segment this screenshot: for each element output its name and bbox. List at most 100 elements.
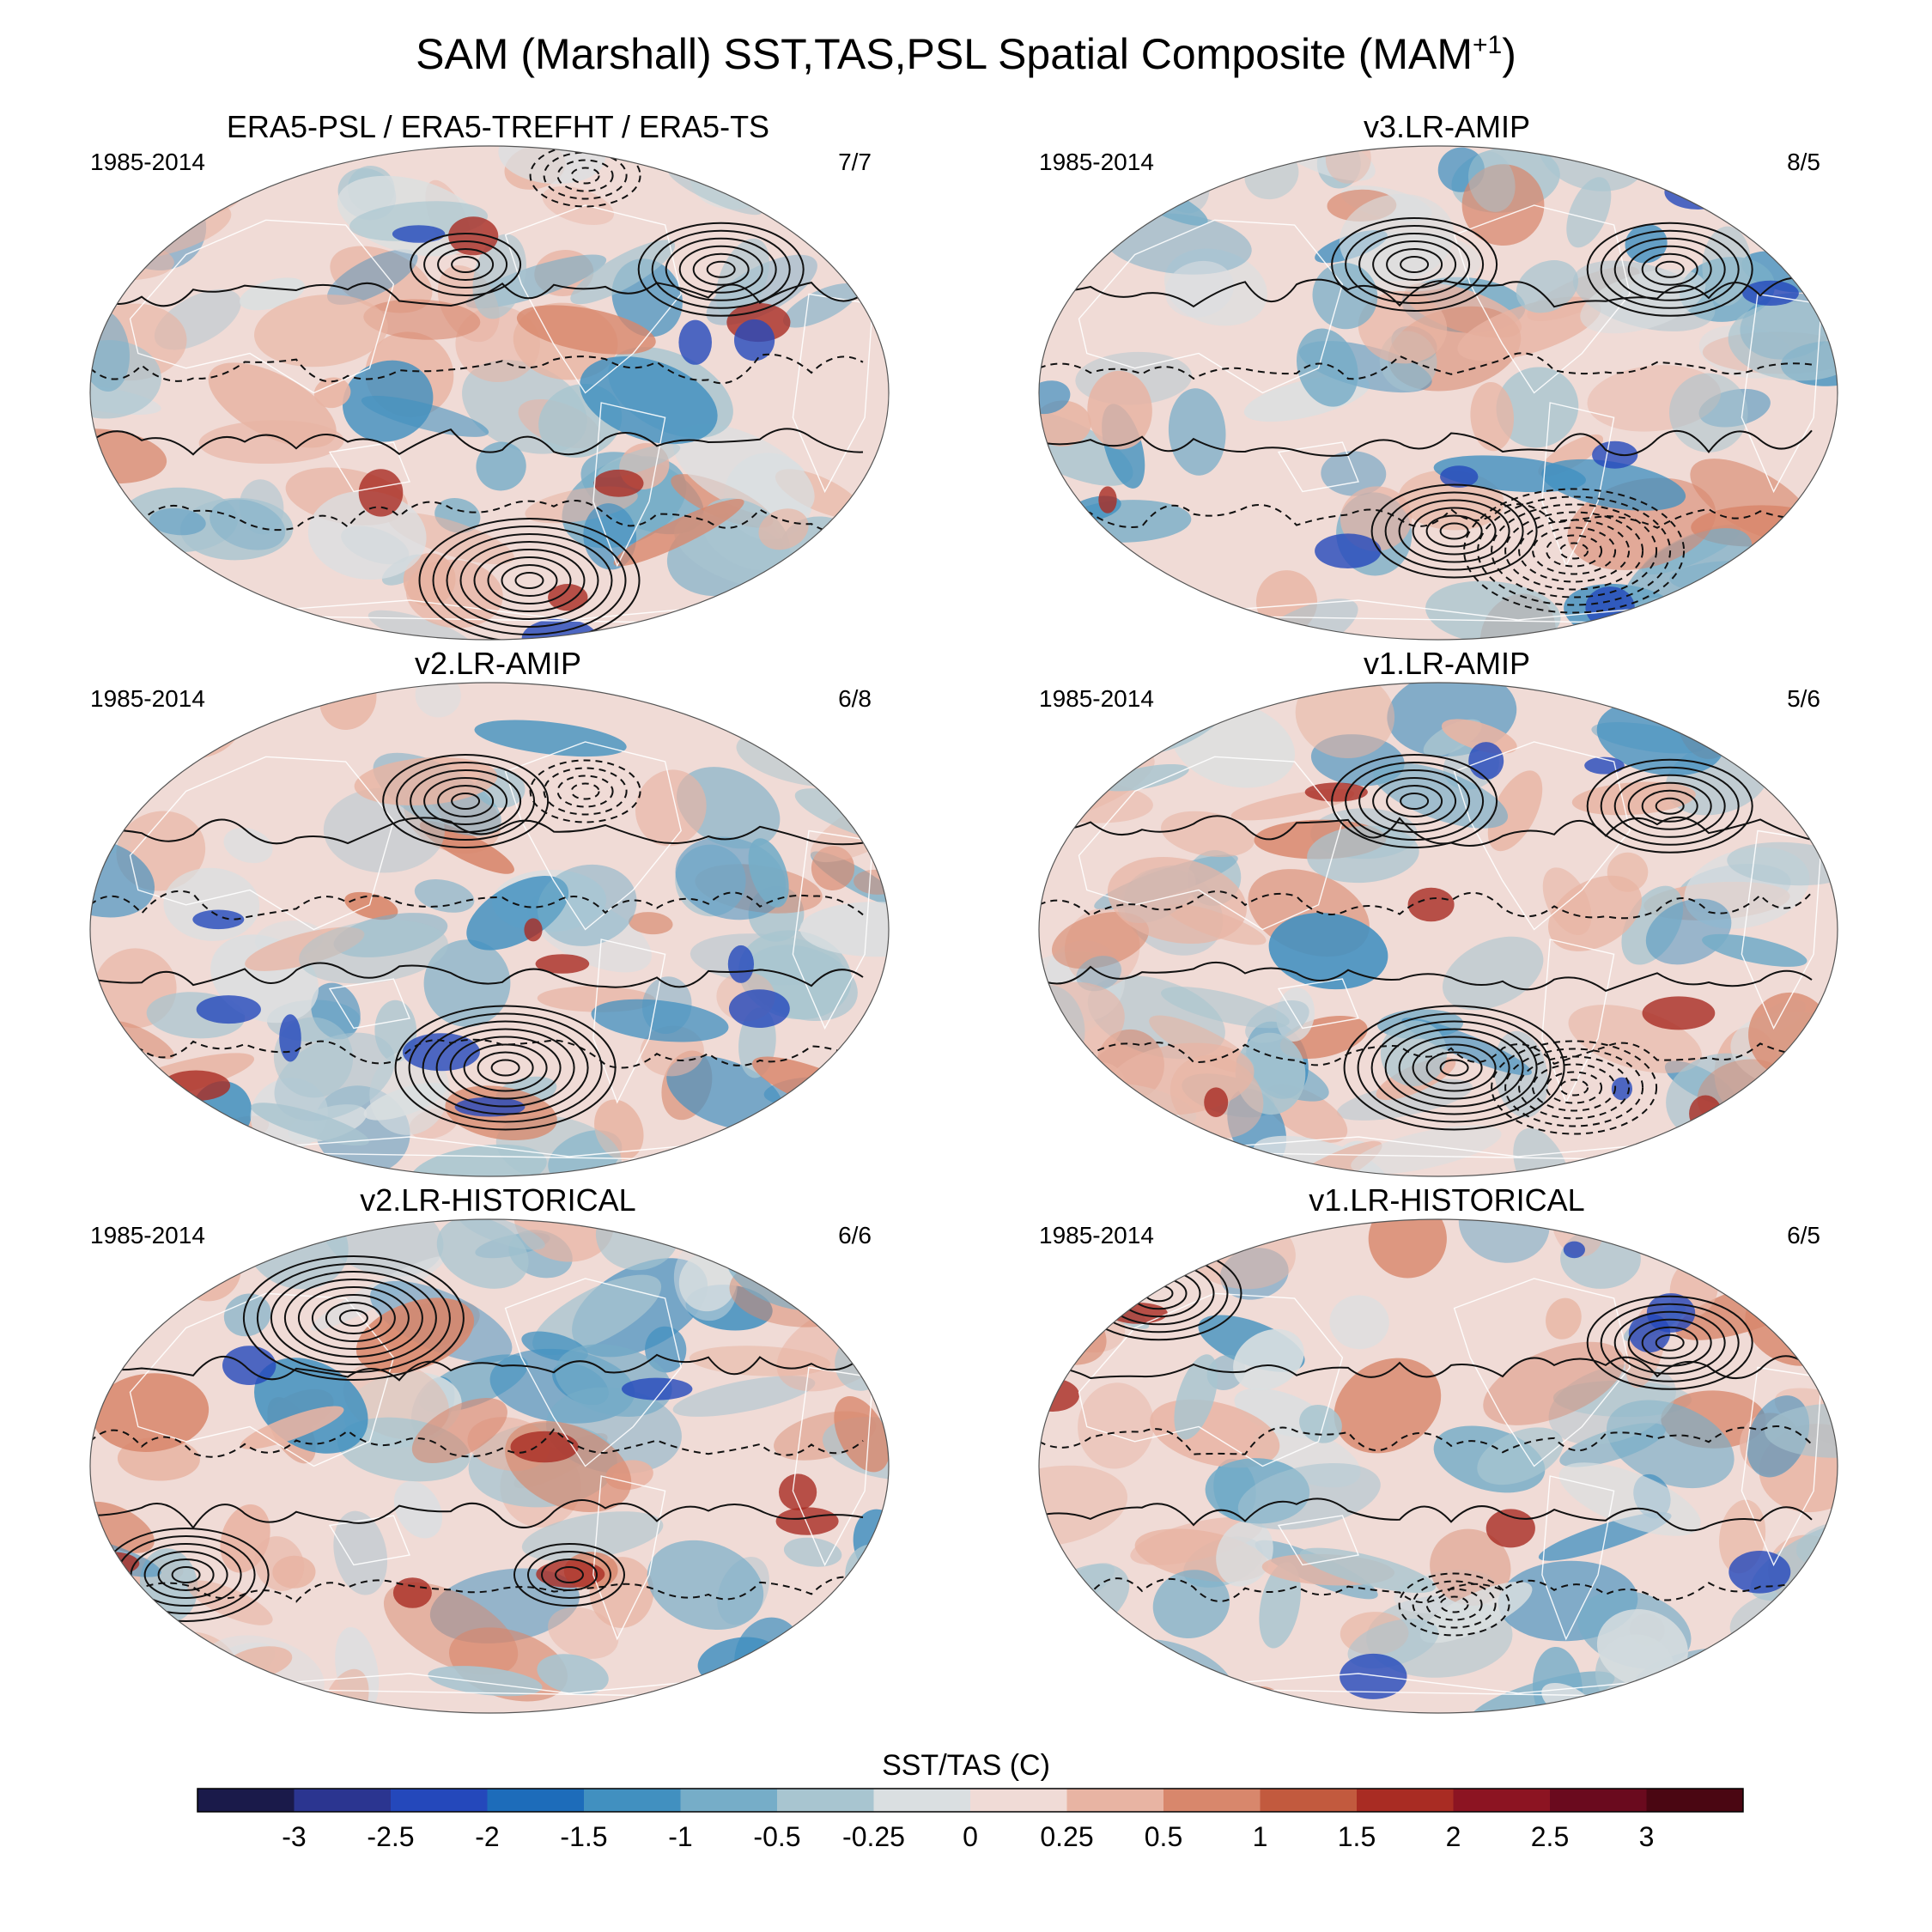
psl-contour (543, 151, 628, 200)
psl-contour (543, 767, 628, 816)
sst-anomaly-blob (1039, 1465, 1128, 1546)
psl-contour (437, 248, 495, 281)
sst-anomaly-blob (690, 1690, 730, 1713)
psl-contour (678, 245, 763, 294)
coastline (592, 1475, 666, 1641)
sst-anomaly-blob (198, 420, 344, 465)
psl-contour (1627, 781, 1712, 830)
sst-anomaly-blob (1039, 582, 1112, 629)
sst-anomaly-blob (1756, 734, 1838, 799)
panel-period: 1985-2014 (90, 1222, 205, 1249)
psl-contour (1586, 758, 1753, 854)
coastline (1078, 756, 1344, 931)
psl-contour (490, 1059, 520, 1077)
psl-contour (1412, 1580, 1497, 1629)
sst-anomaly-blob (1368, 1219, 1447, 1279)
psl-contour (449, 1036, 562, 1100)
psl-contour (651, 229, 791, 309)
sst-strong-anomaly (1650, 1139, 1691, 1157)
colorbar-tick-label: -0.25 (842, 1821, 905, 1852)
psl-contour (270, 1271, 437, 1365)
sst-anomaly-blob (299, 920, 448, 984)
psl-contour (422, 1020, 589, 1115)
psl-contour (242, 1255, 465, 1381)
psl-contour-line (1039, 503, 1813, 529)
psl-contour (1412, 507, 1497, 556)
psl-contour-line (1039, 276, 1813, 308)
psl-contour (1386, 248, 1443, 281)
colorbar-box (680, 1789, 778, 1812)
sst-strong-anomaly (196, 995, 261, 1024)
sst-strong-anomaly (192, 909, 245, 930)
sst-anomaly-blob (1430, 1528, 1511, 1606)
coastline (1453, 204, 1631, 394)
psl-contour (283, 1279, 423, 1358)
sst-strong-anomaly (775, 1507, 839, 1535)
psl-contour (463, 1043, 548, 1092)
sst-anomaly-blob (834, 605, 889, 640)
sst-anomaly-blob (1750, 1632, 1838, 1710)
psl-contour (527, 1551, 611, 1599)
sst-anomaly-blob (1487, 770, 1543, 852)
sst-strong-anomaly (622, 1377, 693, 1400)
psl-contour (1477, 495, 1672, 606)
sst-anomaly-blob (436, 1219, 529, 1289)
map-clip (90, 683, 889, 1176)
sst-anomaly-blob (368, 610, 474, 640)
sst-anomaly-blob (405, 559, 503, 629)
sst-anomaly-blob (498, 146, 606, 185)
sst-anomaly-blob (1596, 1609, 1688, 1687)
psl-contour (432, 526, 627, 635)
sst-strong-anomaly (727, 945, 755, 983)
panel-count: 5/6 (1787, 685, 1820, 712)
sst-anomaly-blob (307, 490, 427, 580)
psl-contour (1559, 542, 1589, 560)
panel-title: ERA5-PSL / ERA5-TREFHT / ERA5-TS (227, 109, 769, 144)
sst-anomaly-blob (1747, 208, 1837, 244)
map-v2-lr-historical (89, 1218, 890, 1714)
psl-contour (556, 159, 614, 192)
sst-strong-anomaly (1818, 543, 1838, 589)
sst-anomaly-blob (516, 305, 656, 355)
psl-contour-line (1039, 961, 1813, 993)
sst-anomaly-blob (90, 565, 221, 629)
sst-anomaly-blob (429, 1568, 580, 1643)
sst-anomaly-blob (1351, 1125, 1502, 1175)
sst-strong-anomaly (1485, 1509, 1535, 1548)
sst-anomaly-blob (1754, 203, 1838, 241)
psl-contour-line (90, 890, 864, 920)
sst-anomaly-blob (1174, 1354, 1218, 1440)
coastline (328, 978, 410, 1030)
sst-anomaly-blob (313, 377, 351, 409)
sst-anomaly-blob (613, 499, 744, 567)
sst-anomaly-blob (1321, 451, 1387, 496)
sst-anomaly-blob (735, 595, 788, 640)
psl-contour (1532, 526, 1617, 575)
sst-anomaly-blob (111, 1021, 174, 1060)
sst-anomaly-blob (344, 891, 398, 920)
sst-anomaly-blob (1237, 1462, 1381, 1530)
sst-anomaly-blob (1496, 367, 1579, 448)
sst-strong-anomaly (524, 918, 543, 942)
sst-anomaly-blob (361, 395, 489, 437)
coastline (328, 1515, 410, 1566)
sst-anomaly-blob (746, 683, 858, 753)
psl-contour-line (1039, 1355, 1813, 1380)
psl-contour (473, 549, 586, 612)
sst-strong-anomaly (779, 1473, 817, 1510)
psl-contour (256, 1263, 451, 1373)
colorbar-tick-label: -2 (475, 1821, 499, 1852)
sst-anomaly-blob (1541, 459, 1686, 511)
psl-contour (1641, 789, 1698, 823)
psl-contour (1532, 1063, 1617, 1112)
sst-strong-anomaly (1164, 149, 1230, 187)
sst-anomaly-blob (1078, 1382, 1154, 1469)
sst-anomaly-blob (1702, 933, 1807, 967)
sst-strong-anomaly (1563, 1241, 1585, 1259)
sst-anomaly-blob (744, 1678, 871, 1713)
colorbar-tick-label: 2 (1446, 1821, 1461, 1852)
sst-anomaly-blob (333, 1510, 388, 1595)
sst-anomaly-blob (725, 1668, 828, 1713)
coastline (1541, 402, 1615, 568)
